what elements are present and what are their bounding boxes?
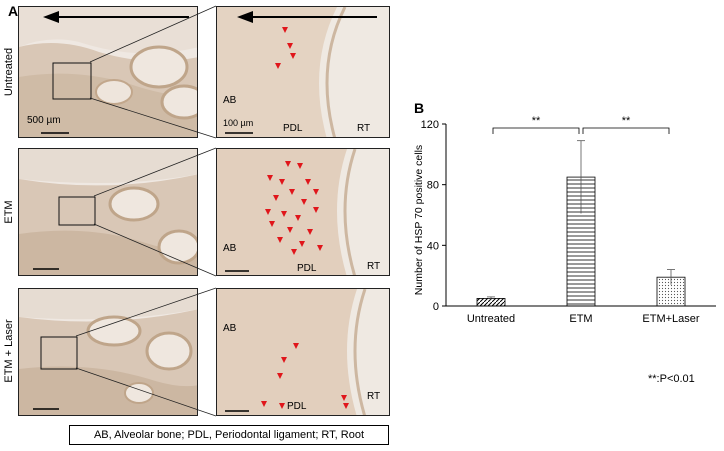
high-mag-image-untreated: 100 µm AB PDL RT <box>216 6 390 138</box>
y-axis-label: Number of HSP 70 positive cells <box>413 145 425 295</box>
significance-note: **:P<0.01 <box>648 373 695 385</box>
y-tick-label: 0 <box>433 301 439 313</box>
bar-chart: 0 40 80 120 Untreated ETM ETM+Laser ** ** Numb… <box>413 115 716 325</box>
label-rt-untreated: RT <box>357 123 371 134</box>
label-pdl-untreated: PDL <box>283 123 303 134</box>
x-axis: Untreated ETM ETM+Laser <box>446 305 716 325</box>
low-scale-label: 500 µm <box>27 115 61 126</box>
x-tick-label: ETM+Laser <box>642 313 699 325</box>
label-pdl-etm: PDL <box>297 263 317 274</box>
label-rt-etm-laser: RT <box>367 391 381 402</box>
label-rt-etm: RT <box>367 261 381 272</box>
significance-bracket <box>492 127 580 134</box>
high-mag-image-etm-laser: AB PDL RT <box>216 288 390 416</box>
x-tick-label: Untreated <box>467 313 515 325</box>
y-axis: 0 40 80 120 <box>421 119 447 313</box>
y-tick-label: 120 <box>421 119 439 131</box>
significance-stars: ** <box>532 115 541 127</box>
abbreviation-caption: AB, Alveolar bone; PDL, Periodontal liga… <box>69 425 389 445</box>
label-ab-etm: AB <box>223 243 237 254</box>
high-mag-image-etm: AB PDL RT <box>216 148 390 276</box>
label-pdl-etm-laser: PDL <box>287 401 307 412</box>
bars <box>476 140 686 307</box>
significance-brackets: ** ** <box>492 115 670 134</box>
label-ab-untreated: AB <box>223 95 237 106</box>
significance-bracket <box>582 127 670 134</box>
panel-a-letter: A <box>8 3 19 19</box>
low-mag-image-etm <box>18 148 198 276</box>
y-tick-label: 40 <box>427 240 439 252</box>
low-mag-image-etm-laser <box>18 288 198 416</box>
low-mag-image-untreated: 500 µm <box>18 6 198 138</box>
high-scale-label: 100 µm <box>223 118 254 128</box>
significance-stars: ** <box>622 115 631 127</box>
x-tick-label: ETM <box>569 313 592 325</box>
y-tick-label: 80 <box>427 180 439 192</box>
panel-b-letter: B <box>414 100 425 116</box>
label-ab-etm-laser: AB <box>223 323 237 334</box>
